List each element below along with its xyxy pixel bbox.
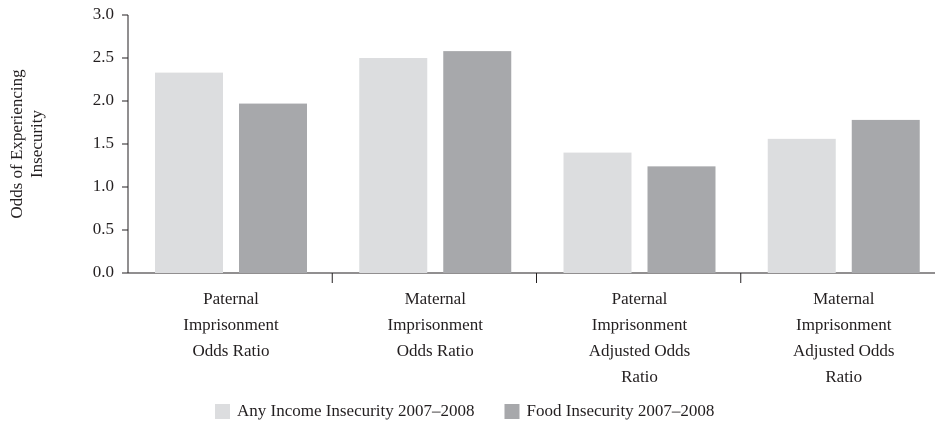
bar	[563, 152, 632, 273]
bar	[767, 138, 836, 273]
legend-label: Any Income Insecurity 2007–2008	[237, 401, 474, 420]
y-axis-label: Odds of ExperiencingInsecurity	[7, 69, 46, 219]
y-tick-label: 0.0	[93, 262, 114, 281]
y-tick-label: 1.0	[93, 176, 114, 195]
x-tick-label-line: Imprisonment	[388, 315, 484, 334]
x-tick-label: Maternal Imprisonment Odds Ratio	[388, 289, 484, 360]
bar	[851, 119, 920, 273]
x-tick-label-line: Paternal	[203, 289, 259, 308]
x-tick-label-line: Odds Ratio	[193, 341, 270, 360]
bar	[647, 166, 716, 273]
legend-swatch	[504, 404, 520, 419]
x-tick-label-line: Adjusted Odds	[589, 341, 691, 360]
y-tick-label: 0.5	[93, 219, 114, 238]
y-tick-label: 2.0	[93, 90, 114, 109]
x-tick-label: Paternal Imprisonment Odds Ratio	[183, 289, 279, 360]
legend-swatch	[215, 404, 230, 419]
x-tick-label-line: Imprisonment	[183, 315, 279, 334]
y-tick-label: 3.0	[93, 4, 114, 23]
legend-label: Food Insecurity 2007–2008	[526, 401, 714, 420]
y-tick-label: 1.5	[93, 133, 114, 152]
y-tick-label: 2.5	[93, 47, 114, 66]
x-tick-label-line: Maternal	[813, 289, 875, 308]
x-tick-label-line: Imprisonment	[592, 315, 688, 334]
x-tick-label-line: Odds Ratio	[397, 341, 474, 360]
x-tick-label-line: Adjusted Odds	[793, 341, 895, 360]
bar	[155, 72, 223, 274]
y-axis-label-line: Odds of Experiencing	[7, 69, 26, 219]
x-tick-label: Paternal Imprisonment Adjusted Odds Ratio	[589, 289, 691, 386]
y-axis-label-line: Insecurity	[27, 110, 46, 178]
x-tick-label-line: Paternal	[612, 289, 668, 308]
x-tick-label-line: Maternal	[405, 289, 467, 308]
x-tick-label-line: Ratio	[825, 367, 862, 386]
x-tick-label: Maternal Imprisonment Adjusted Odds Ratio	[793, 289, 895, 386]
x-tick-label-line: Ratio	[621, 367, 658, 386]
bar	[359, 58, 428, 273]
bar	[443, 51, 512, 274]
x-tick-label-line: Imprisonment	[796, 315, 892, 334]
bar	[239, 103, 307, 273]
